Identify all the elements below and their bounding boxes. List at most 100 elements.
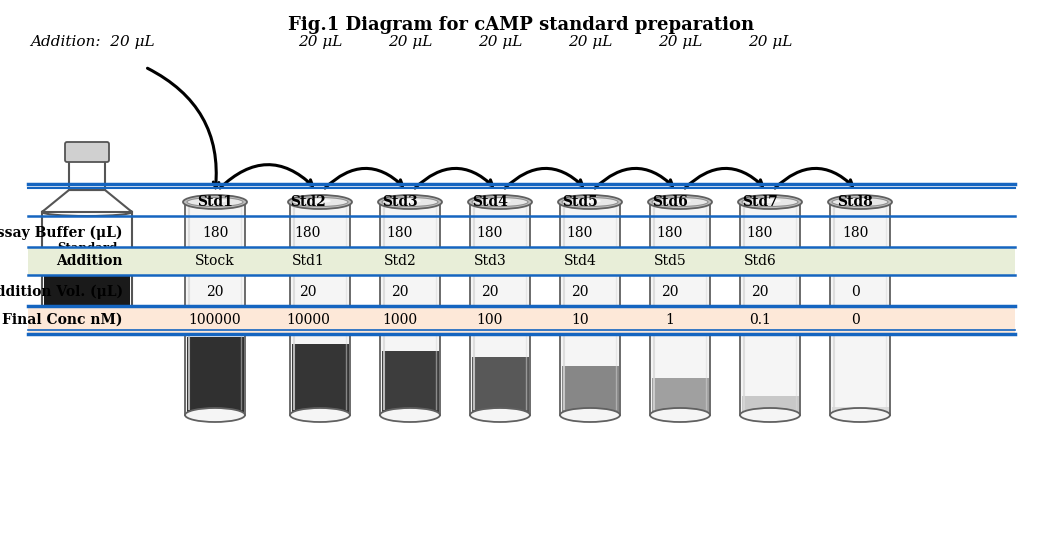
Bar xyxy=(185,202,245,415)
Text: 10: 10 xyxy=(571,313,589,327)
Ellipse shape xyxy=(290,408,350,422)
Ellipse shape xyxy=(305,199,331,203)
Ellipse shape xyxy=(832,408,889,422)
Text: 20: 20 xyxy=(481,285,499,299)
Text: Std5: Std5 xyxy=(653,254,687,268)
Ellipse shape xyxy=(42,208,132,216)
Ellipse shape xyxy=(742,197,798,207)
Text: 180: 180 xyxy=(842,226,868,240)
Bar xyxy=(471,357,528,415)
Ellipse shape xyxy=(187,408,244,422)
Ellipse shape xyxy=(187,409,244,422)
Ellipse shape xyxy=(755,199,782,203)
Ellipse shape xyxy=(845,199,871,203)
Bar xyxy=(742,396,798,415)
Text: 0: 0 xyxy=(850,313,860,327)
Text: Std4: Std4 xyxy=(472,195,507,209)
Ellipse shape xyxy=(485,199,511,203)
Ellipse shape xyxy=(378,195,442,209)
Text: Addition Vol. (μL): Addition Vol. (μL) xyxy=(0,285,123,299)
Text: 180: 180 xyxy=(567,226,593,240)
Text: 0.1: 0.1 xyxy=(749,313,771,327)
Ellipse shape xyxy=(560,408,620,422)
Ellipse shape xyxy=(742,409,798,422)
Bar xyxy=(560,202,620,415)
Ellipse shape xyxy=(562,408,619,422)
Ellipse shape xyxy=(652,197,708,207)
Bar xyxy=(650,202,710,415)
Ellipse shape xyxy=(292,408,348,422)
Text: 20: 20 xyxy=(299,285,317,299)
Ellipse shape xyxy=(742,408,798,422)
Ellipse shape xyxy=(651,409,709,422)
Text: Standard: Standard xyxy=(57,242,117,255)
Text: Addition:  20 μL: Addition: 20 μL xyxy=(30,35,154,49)
Ellipse shape xyxy=(648,195,712,209)
Bar xyxy=(830,202,890,415)
Ellipse shape xyxy=(44,269,130,277)
Text: 20: 20 xyxy=(662,285,678,299)
Ellipse shape xyxy=(470,408,530,422)
Text: 100: 100 xyxy=(477,313,503,327)
Text: Std2: Std2 xyxy=(383,254,417,268)
Text: Stock: Stock xyxy=(195,254,234,268)
Text: 100000: 100000 xyxy=(189,313,242,327)
Bar xyxy=(290,202,350,415)
Text: 180: 180 xyxy=(477,226,503,240)
Text: Std2: Std2 xyxy=(290,195,326,209)
Ellipse shape xyxy=(288,195,352,209)
Text: Std6: Std6 xyxy=(652,195,688,209)
Bar xyxy=(28,306,1015,334)
Text: 0: 0 xyxy=(850,285,860,299)
Text: Std8: Std8 xyxy=(837,195,873,209)
Text: 1000: 1000 xyxy=(382,313,418,327)
FancyBboxPatch shape xyxy=(65,142,109,162)
Bar xyxy=(380,202,440,415)
Text: Assay Buffer (μL): Assay Buffer (μL) xyxy=(0,226,123,240)
Ellipse shape xyxy=(292,197,348,207)
Bar xyxy=(28,247,1015,275)
Ellipse shape xyxy=(651,408,709,422)
Text: Std5: Std5 xyxy=(562,195,598,209)
Ellipse shape xyxy=(187,197,243,207)
Text: 180: 180 xyxy=(202,226,228,240)
Bar xyxy=(470,202,530,415)
Ellipse shape xyxy=(381,408,439,422)
Ellipse shape xyxy=(562,197,618,207)
Text: Final Conc nM): Final Conc nM) xyxy=(2,313,123,327)
Ellipse shape xyxy=(650,408,710,422)
Text: 10000: 10000 xyxy=(287,313,330,327)
Text: 180: 180 xyxy=(387,226,414,240)
Ellipse shape xyxy=(740,408,800,422)
Bar xyxy=(69,160,105,190)
Bar xyxy=(292,344,348,415)
Bar xyxy=(651,377,709,415)
Text: 180: 180 xyxy=(656,226,684,240)
Ellipse shape xyxy=(471,409,528,422)
Bar xyxy=(42,212,132,322)
Bar xyxy=(562,366,619,415)
Ellipse shape xyxy=(382,197,438,207)
Ellipse shape xyxy=(42,318,132,326)
Text: Std7: Std7 xyxy=(742,195,778,209)
Bar xyxy=(44,271,130,320)
Bar xyxy=(832,406,889,415)
Polygon shape xyxy=(42,190,132,212)
Text: 1 mM: 1 mM xyxy=(67,261,107,274)
Ellipse shape xyxy=(738,195,802,209)
Ellipse shape xyxy=(830,408,890,422)
Ellipse shape xyxy=(562,409,619,422)
Ellipse shape xyxy=(381,409,439,422)
Text: Std6: Std6 xyxy=(744,254,776,268)
Text: Std1: Std1 xyxy=(292,254,324,268)
Ellipse shape xyxy=(183,195,247,209)
Ellipse shape xyxy=(832,409,889,422)
Text: 20 μL: 20 μL xyxy=(658,35,702,49)
Bar xyxy=(187,337,244,415)
Text: 20 μL: 20 μL xyxy=(298,35,342,49)
Ellipse shape xyxy=(471,408,528,422)
Ellipse shape xyxy=(665,199,691,203)
Ellipse shape xyxy=(200,199,226,203)
Ellipse shape xyxy=(380,408,440,422)
Ellipse shape xyxy=(575,199,601,203)
